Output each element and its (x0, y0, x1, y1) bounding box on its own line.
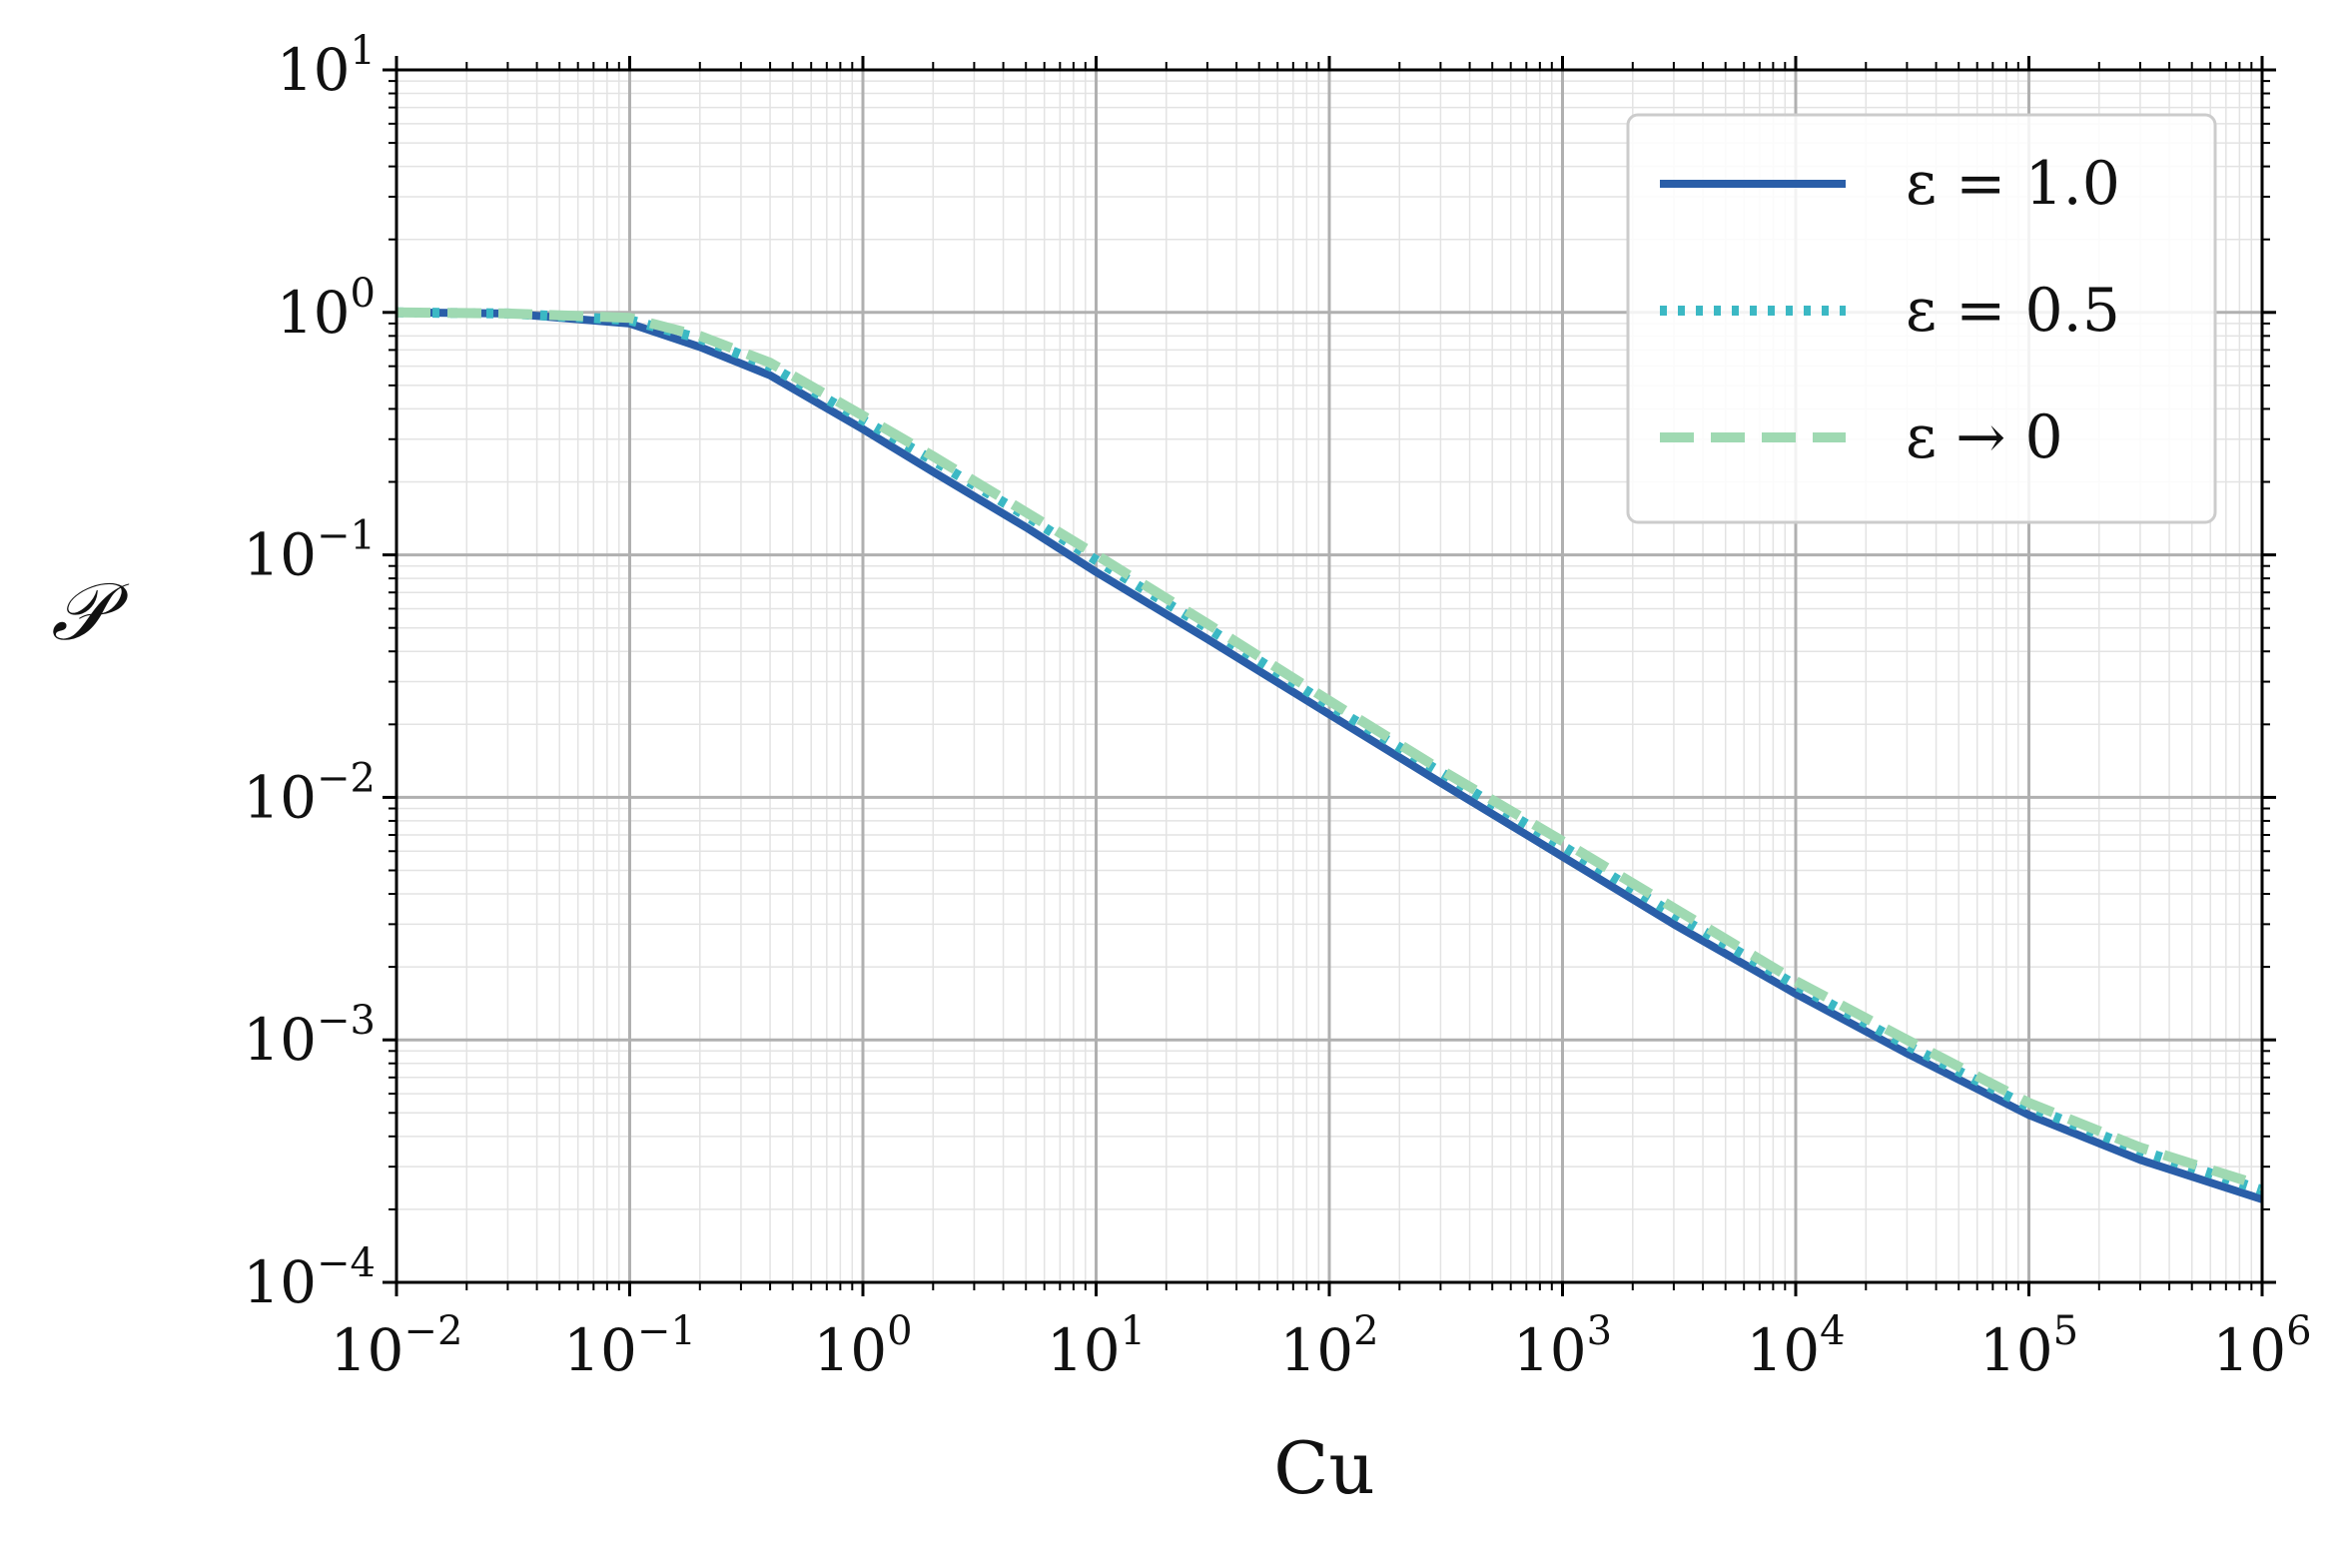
legend-label-2: ε → 0 (1906, 402, 2063, 472)
x-axis-label: Cu (1273, 1426, 1374, 1510)
major-grid (396, 70, 2262, 1282)
series-layer (396, 307, 2262, 1203)
y-tick-label: 10−3 (243, 998, 376, 1074)
series-line-2 (396, 307, 2262, 1191)
x-tick-label: 104 (1746, 1308, 1845, 1384)
x-tick-label: 106 (2212, 1308, 2311, 1384)
y-tick-labels: 10−4 10−3 10−2 10−1 100 101 (243, 28, 376, 1316)
y-tick-label: 101 (277, 28, 376, 104)
y-tick-label: 10−1 (243, 513, 376, 589)
x-tick-label: 102 (1279, 1308, 1378, 1384)
axis-ticks (383, 56, 2276, 1296)
x-tick-label: 103 (1513, 1308, 1612, 1384)
y-tick-label: 10−4 (243, 1240, 376, 1316)
x-tick-label: 10−1 (563, 1308, 696, 1384)
legend-label-0: ε = 1.0 (1906, 149, 2120, 219)
y-tick-label: 10−2 (243, 755, 376, 831)
x-tick-label: 100 (813, 1308, 912, 1384)
x-tick-label: 105 (1979, 1308, 2078, 1384)
legend-box (1626, 113, 2217, 524)
y-axis-label: 𝒫 (51, 565, 130, 658)
legend: ε = 1.0 ε = 0.5 ε → 0 (1626, 113, 2217, 524)
x-tick-labels: 10−2 10−1 100 101 102 103 104 105 106 (331, 1308, 2312, 1384)
legend-label-1: ε = 0.5 (1906, 276, 2120, 346)
x-tick-label: 10−2 (331, 1308, 463, 1384)
y-tick-label: 100 (277, 271, 376, 347)
series-line-0 (396, 308, 2262, 1203)
x-tick-label: 101 (1047, 1308, 1146, 1384)
